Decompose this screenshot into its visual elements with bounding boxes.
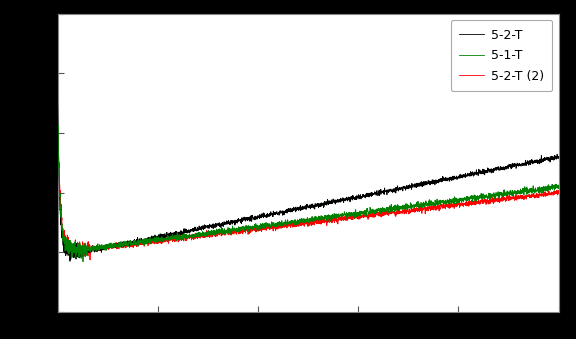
5-2-T (2) <box>141 241 148 245</box>
Line: 5-2-T: 5-2-T <box>58 101 559 261</box>
5-1-T <box>247 224 253 228</box>
5-2-T <box>66 259 73 263</box>
5-2-T <box>141 237 148 241</box>
Legend: 5-2-T, 5-1-T, 5-2-T (2): 5-2-T, 5-1-T, 5-2-T (2) <box>450 20 552 91</box>
5-1-T <box>79 260 86 264</box>
5-2-T (2) <box>555 190 562 194</box>
5-2-T (2) <box>112 244 119 248</box>
5-2-T <box>112 244 119 248</box>
5-1-T <box>141 243 148 247</box>
5-2-T (2) <box>268 223 275 227</box>
5-2-T (2) <box>545 189 552 193</box>
5-2-T (2) <box>54 117 61 121</box>
5-1-T <box>268 225 275 229</box>
5-2-T (2) <box>247 227 253 231</box>
5-1-T <box>112 242 119 246</box>
5-2-T (2) <box>86 258 93 262</box>
5-1-T <box>555 186 562 190</box>
Line: 5-1-T: 5-1-T <box>58 117 559 262</box>
5-2-T <box>491 167 498 171</box>
5-2-T <box>555 155 562 159</box>
5-2-T <box>247 219 253 223</box>
5-1-T <box>491 193 498 197</box>
5-2-T <box>268 213 275 217</box>
5-1-T <box>54 115 61 119</box>
Line: 5-2-T (2): 5-2-T (2) <box>58 119 559 260</box>
5-1-T <box>545 185 552 189</box>
5-2-T <box>545 157 552 161</box>
5-2-T <box>54 99 61 103</box>
5-2-T (2) <box>491 197 498 201</box>
